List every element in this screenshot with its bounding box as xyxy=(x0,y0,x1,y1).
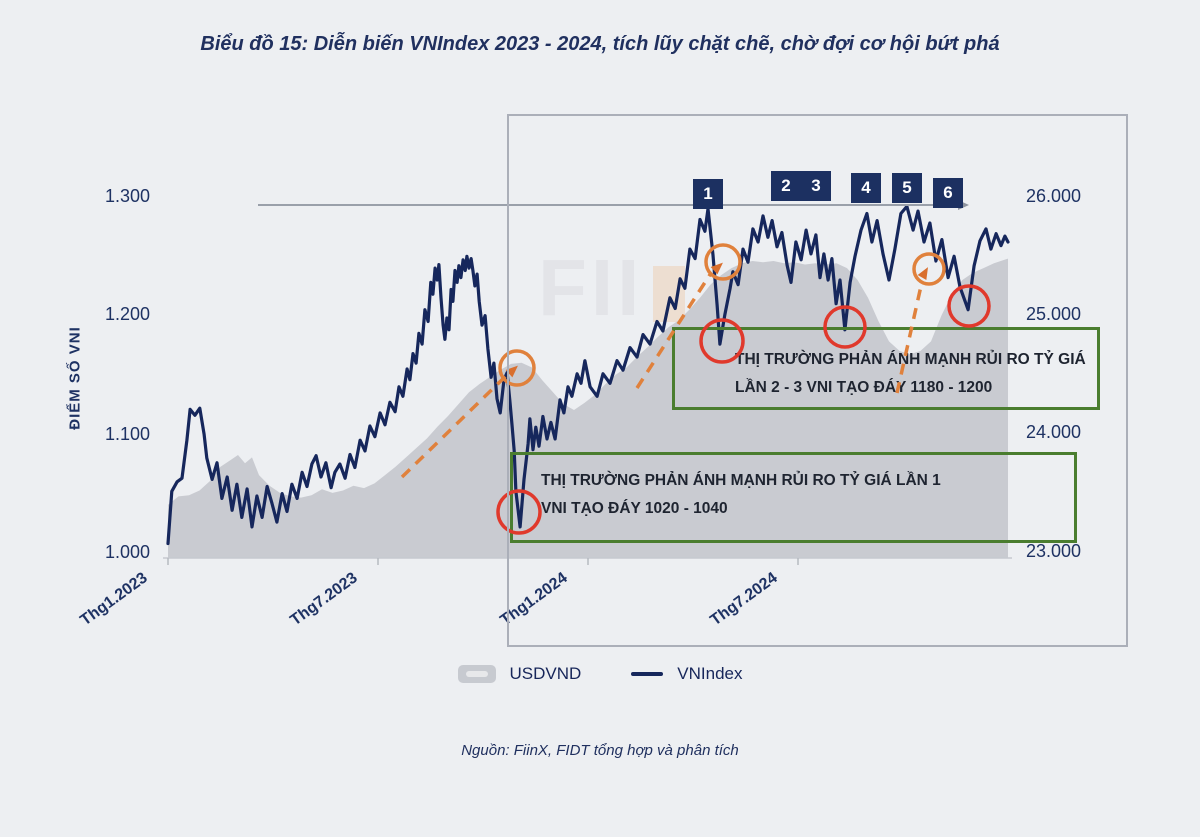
event-flag-2: 2 xyxy=(771,171,801,201)
red-bottom-circle xyxy=(823,305,867,349)
y-left-tick-1300: 1.300 xyxy=(104,186,150,206)
usdvnd-legend-label: USDVND xyxy=(509,664,582,683)
y-left-tick-1000: 1.000 xyxy=(104,542,150,562)
watermark-block xyxy=(653,266,686,322)
legend: USDVND VNIndex xyxy=(0,664,1200,684)
usdvnd-area-series xyxy=(168,258,1008,558)
orange-highlight-circle xyxy=(498,349,536,387)
source-note: Nguồn: FiinX, FIDT tổng hợp và phân tích xyxy=(461,742,739,759)
callout-box-lan-1: THỊ TRƯỜNG PHẢN ÁNH MẠNH RỦI RO TỶ GIÁ L… xyxy=(510,452,1077,543)
trend-dashed-arrow xyxy=(400,371,511,479)
dashed-arrow-head xyxy=(917,267,928,280)
y-right-tick-23000: 23.000 xyxy=(1026,541,1082,561)
red-bottom-circle xyxy=(496,489,542,535)
watermark-text: FII xyxy=(538,243,644,332)
y-right-tick-24000: 24.000 xyxy=(1026,422,1082,442)
vnindex-line-series xyxy=(166,204,1010,546)
callout-line: THỊ TRƯỜNG PHẢN ÁNH MẠNH RỦI RO TỶ GIÁ L… xyxy=(541,472,941,489)
trend-dashed-arrow xyxy=(895,285,923,394)
callout-box-lan-2-3: THỊ TRƯỜNG PHẢN ÁNH MẠNH RỦI RO TỶ GIÁ L… xyxy=(672,327,1100,410)
vnindex-legend-swatch xyxy=(631,672,664,676)
trend-dashed-arrow xyxy=(635,272,713,389)
callout-line: VNI TẠO ĐÁY 1020 - 1040 xyxy=(541,500,728,517)
usdvnd-legend-swatch xyxy=(457,665,496,683)
event-flag-5: 5 xyxy=(892,173,922,203)
red-bottom-circle xyxy=(947,284,991,328)
callout-line: THỊ TRƯỜNG PHẢN ÁNH MẠNH RỦI RO TỶ GIÁ xyxy=(735,351,1086,368)
focus-frame-rect xyxy=(507,114,1128,647)
event-flag-6: 6 xyxy=(933,178,963,208)
fiin-watermark: FII xyxy=(538,243,686,332)
red-bottom-circle xyxy=(699,318,745,364)
vnindex-legend-label: VNIndex xyxy=(677,664,743,683)
event-flag-3: 3 xyxy=(801,171,831,201)
dashed-arrow-head xyxy=(710,262,723,275)
dashed-arrow-head xyxy=(505,365,518,378)
y-right-tick-26000: 26.000 xyxy=(1026,186,1082,206)
callout-line: LẦN 2 - 3 VNI TẠO ĐÁY 1180 - 1200 xyxy=(735,379,993,396)
y-left-tick-1200: 1.200 xyxy=(104,304,150,324)
y-left-tick-1100: 1.100 xyxy=(104,424,150,444)
event-flag-4: 4 xyxy=(851,173,881,203)
orange-highlight-circle xyxy=(912,252,946,286)
x-axis-ticks xyxy=(167,558,799,565)
event-flag-1: 1 xyxy=(693,179,723,209)
orange-highlight-circle xyxy=(704,243,742,281)
y-right-tick-25000: 25.000 xyxy=(1026,304,1082,324)
chart-title: Biểu đồ 15: Diễn biến VNIndex 2023 - 202… xyxy=(200,33,1000,55)
